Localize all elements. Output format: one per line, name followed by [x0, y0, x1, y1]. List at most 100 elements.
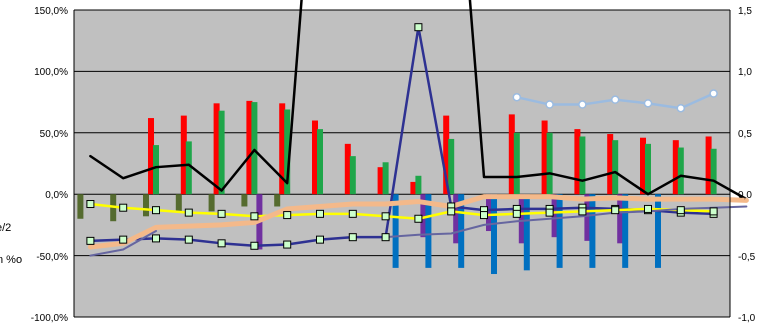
series-line: [89, 230, 157, 257]
data-point: [643, 99, 653, 108]
left-tick-label: 0,0%: [45, 190, 68, 201]
data-point: [676, 103, 686, 113]
data-point: [152, 234, 160, 243]
data-point: [578, 207, 587, 216]
right-tick-label: 1,0: [738, 67, 752, 78]
data-point: [480, 211, 488, 220]
plot-area: [74, 10, 730, 317]
bar: [705, 136, 712, 195]
bar: [344, 143, 351, 195]
series-line: [89, 25, 715, 248]
right-tick-label: -1,0: [738, 313, 756, 324]
bar: [551, 194, 558, 238]
data-point: [676, 206, 685, 215]
data-point: [447, 207, 456, 216]
bar: [208, 194, 215, 212]
data-point: [217, 209, 226, 218]
data-point: [184, 235, 193, 244]
data-point: [86, 200, 95, 209]
bar: [143, 194, 149, 217]
side-label: n %o: [0, 254, 22, 266]
data-point: [610, 95, 620, 104]
data-point: [316, 235, 324, 244]
bar: [377, 167, 384, 195]
data-point: [545, 100, 554, 109]
bar: [607, 134, 614, 195]
bar: [513, 132, 520, 195]
bar: [556, 194, 563, 268]
bar: [574, 129, 581, 195]
bar: [677, 147, 684, 195]
data-point: [217, 239, 226, 248]
bar: [241, 194, 248, 207]
data-point: [119, 203, 128, 212]
data-point: [611, 206, 620, 215]
right-tick-label: 0,0: [738, 190, 752, 201]
bar: [218, 110, 225, 195]
bar: [279, 103, 286, 195]
data-point: [283, 240, 292, 249]
bar: [523, 194, 530, 271]
bar: [645, 143, 651, 195]
bar: [508, 114, 515, 195]
left-tick-label: 100,0%: [34, 67, 68, 78]
data-point: [644, 204, 652, 213]
bar: [425, 194, 432, 268]
bar: [284, 109, 291, 195]
bar: [589, 194, 596, 268]
bar: [491, 194, 497, 275]
series-line: [87, 194, 749, 250]
bar: [622, 194, 629, 268]
bar: [410, 181, 417, 195]
data-point: [184, 208, 193, 217]
bar: [153, 145, 159, 195]
data-point: [250, 241, 259, 250]
left-tick-label: -50,0%: [36, 252, 68, 263]
bar: [486, 194, 492, 232]
bar: [246, 100, 253, 195]
data-point: [152, 206, 160, 215]
data-point: [414, 214, 423, 223]
series-line: [384, 205, 748, 239]
left-axis-ticks: 150,0% 100,0% 50,0% 0,0% -50,0% -100,0%: [31, 6, 68, 324]
bar: [213, 103, 220, 195]
bar: [317, 129, 323, 195]
side-label: e/2: [0, 222, 11, 234]
right-tick-label: 1,5: [738, 6, 752, 17]
bar-series-group: [77, 100, 717, 275]
bar: [443, 115, 450, 195]
data-point: [709, 89, 718, 98]
data-point: [119, 235, 128, 244]
bar: [415, 175, 422, 195]
bar: [185, 141, 192, 195]
right-axis-ticks: 1,5 1,0 0,5 0,0 -0,5 -1,0: [738, 6, 756, 324]
bar: [312, 120, 318, 195]
bar: [546, 132, 553, 195]
bar: [274, 194, 281, 207]
bar: [349, 156, 356, 195]
data-point: [545, 208, 554, 217]
bar: [453, 194, 460, 244]
data-point: [283, 211, 292, 220]
data-point: [348, 209, 357, 218]
bar: [579, 136, 586, 195]
data-point: [381, 233, 390, 242]
bar: [392, 194, 399, 268]
data-point: [348, 233, 357, 242]
bar: [672, 140, 679, 195]
data-point: [709, 207, 718, 216]
bar: [612, 140, 619, 195]
data-point: [512, 92, 522, 102]
bar: [584, 194, 591, 241]
left-tick-label: -100,0%: [31, 313, 68, 324]
bar: [180, 115, 187, 195]
bar: [148, 118, 154, 195]
right-tick-label: 0,5: [738, 129, 752, 140]
bar: [77, 194, 84, 219]
bar: [541, 120, 548, 195]
bar: [640, 137, 646, 195]
bar: [382, 162, 389, 195]
line-series-group: [87, 0, 749, 257]
bar: [175, 194, 182, 212]
